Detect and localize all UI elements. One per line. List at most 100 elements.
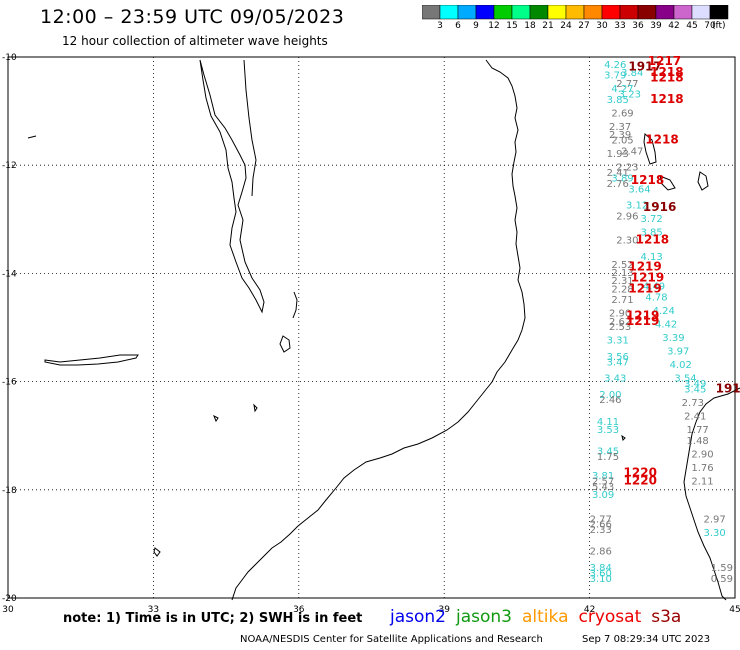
pass-time-label: 1218 — [650, 70, 683, 84]
pass-time-label: 1915 — [716, 381, 740, 395]
tiny-islet-a — [253, 403, 258, 413]
wave-height-value: 2.11 — [691, 476, 713, 487]
lat-tick-label: -18 — [2, 486, 17, 496]
wave-height-value: 2.76 — [607, 179, 629, 190]
wave-height-value: 2.00 — [599, 390, 621, 401]
wave-height-value: 2.05 — [611, 136, 633, 147]
wave-height-value: 4.78 — [645, 292, 667, 303]
wave-height-value: 3.79 — [604, 71, 626, 82]
comoros-grande — [643, 133, 657, 165]
lake-malombe — [279, 335, 291, 353]
pass-time-label: 1218 — [645, 133, 678, 147]
satellite-legend: jason2 jason3 altika cryosat s3a — [390, 607, 691, 627]
wave-height-value: 2.77 — [590, 514, 612, 525]
graticule — [7, 56, 736, 599]
wave-height-value: 3.23 — [619, 90, 641, 101]
footnote: note: 1) Time is in UTC; 2) SWH is in fe… — [63, 611, 363, 626]
wave-height-value: 3.45 — [597, 447, 619, 458]
wave-height-value: 1.77 — [687, 425, 709, 436]
pass-time-label: 1220 — [624, 473, 657, 487]
wave-height-value: 2.97 — [703, 514, 725, 525]
wave-height-value: 2.37 — [609, 122, 631, 133]
wave-height-value: 4.49 — [643, 282, 665, 293]
colorbar-unit: (ft) — [712, 21, 726, 31]
colorbar-label: 15 — [506, 21, 518, 31]
lon-tick-label: 33 — [148, 605, 159, 615]
wave-height-value: 3.84 — [590, 563, 612, 574]
wave-height-value: 3.09 — [592, 490, 614, 501]
wave-height-value: 4.26 — [604, 60, 626, 71]
small-lake-west — [27, 135, 37, 139]
colorbar-label: 36 — [632, 21, 644, 31]
legend-item-jason2: jason2 — [390, 607, 446, 627]
pass-time-label: 1218 — [650, 92, 683, 106]
lake-tanganyika-arm — [44, 354, 139, 366]
colorbar-label: 18 — [524, 21, 536, 31]
pass-time-label: 1220 — [624, 465, 657, 479]
colorbar-label: 3 — [437, 21, 443, 31]
wave-height-value: 4.13 — [640, 252, 662, 263]
colorbar-label: 42 — [668, 21, 680, 31]
colorbar-swatch — [709, 5, 729, 20]
wave-height-value: 2.86 — [590, 547, 612, 558]
colorbar — [422, 5, 729, 20]
wave-height-value: 2.90 — [609, 309, 631, 320]
wave-height-value: 3.12 — [626, 200, 648, 211]
pass-time-labels: 1917121712181218121812181218191612181219… — [624, 54, 740, 487]
wave-height-value: 4.02 — [670, 360, 692, 371]
legend-item-jason3: jason3 — [456, 607, 512, 627]
colorbar-label: 6 — [455, 21, 461, 31]
mainland-coastline — [231, 59, 526, 601]
lon-tick-label: 42 — [584, 605, 595, 615]
wave-height-value: 0.59 — [711, 574, 733, 585]
pass-time-label: 1219 — [626, 314, 659, 328]
wave-height-value: 4.42 — [655, 320, 677, 331]
wave-height-value: 3.64 — [628, 184, 650, 195]
lon-tick-label: 36 — [293, 605, 305, 615]
legend-item-altika: altika — [522, 607, 569, 627]
colorbar-label: 45 — [686, 21, 698, 31]
wave-height-value: 2.28 — [611, 284, 633, 295]
wave-height-value: 1.75 — [597, 452, 619, 463]
map-frame — [7, 56, 736, 599]
legend-item-cryosat: cryosat — [578, 607, 642, 627]
wave-height-value: 2.46 — [599, 395, 621, 406]
wave-height-value: 2.31 — [611, 276, 633, 287]
pass-time-label: 1219 — [626, 308, 659, 322]
pass-time-label: 1219 — [631, 271, 664, 285]
lake-malawi-outline — [199, 59, 265, 314]
lat-tick-label: -16 — [2, 378, 17, 388]
credit-line: NOAA/NESDIS Center for Satellite Applica… — [240, 634, 543, 645]
colorbar-label: 39 — [650, 21, 662, 31]
wave-height-value: 2.41 — [607, 168, 629, 179]
wave-height-value: 3.85 — [640, 228, 662, 239]
colorbar-label: 12 — [488, 21, 500, 31]
mayotte-island — [697, 171, 709, 191]
wave-height-value: 2.62 — [609, 317, 631, 328]
wave-height-value: 1.76 — [691, 463, 713, 474]
madagascar-coastline — [683, 387, 740, 601]
map-title: 12:00 – 23:59 UTC 09/05/2023 — [40, 6, 345, 28]
tiny-islet-c — [153, 547, 161, 557]
wave-height-value: 2.39 — [609, 130, 631, 141]
wave-height-value: 2.41 — [684, 411, 706, 422]
lat-tick-label: -20 — [2, 594, 17, 604]
colorbar-label: 33 — [614, 21, 626, 31]
tiny-islet-b — [213, 414, 219, 423]
wave-height-value: 2.96 — [616, 211, 638, 222]
pass-time-label: 1218 — [650, 65, 683, 79]
wave-height-value: 3.89 — [611, 173, 633, 184]
pass-time-label: 1218 — [636, 233, 669, 247]
wave-height-value: 5.43 — [592, 482, 614, 493]
wave-height-value: 2.57 — [592, 476, 614, 487]
comoros-moheli — [659, 175, 676, 191]
lon-tick-label: 39 — [438, 605, 450, 615]
lat-tick-label: -14 — [2, 269, 17, 279]
pass-time-label: 1219 — [628, 260, 661, 274]
pass-time-label: 1219 — [628, 281, 661, 295]
wave-height-value: 3.84 — [621, 68, 643, 79]
wave-height-value: 2.69 — [611, 109, 633, 120]
colorbar-labels: 3 6 9 12 15 18 21 24 27 30 33 36 39 42 45 70 — [422, 21, 740, 35]
lake-nyasa-east-shore — [243, 59, 257, 197]
